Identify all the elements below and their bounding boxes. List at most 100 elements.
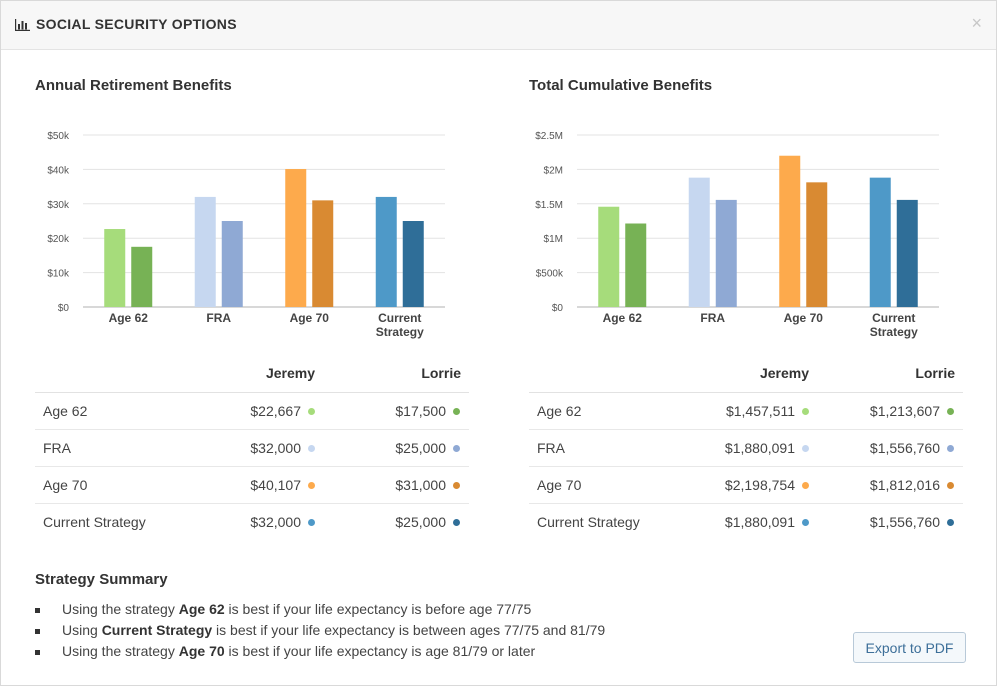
bar-lorrie — [896, 199, 918, 307]
summary-item: Using Current Strategy is best if your l… — [35, 622, 605, 643]
table-row: Age 62 $22,667 $17,500 — [35, 393, 469, 430]
summary-item: Using the strategy Age 70 is best if you… — [35, 643, 605, 664]
jeremy-color-dot — [802, 445, 809, 452]
x-tick-label: Age 62 — [109, 311, 149, 325]
annual-benefits-chart: $0 $10k $20k $30k $40k $50k Age 62 FRA Age 70 Cur… — [47, 131, 445, 339]
x-tick-label: Age 70 — [290, 311, 330, 325]
y-tick-label: $30k — [47, 200, 70, 211]
x-tick-label: Age 62 — [603, 311, 643, 325]
table-row: FRA $1,880,091 $1,556,760 — [529, 430, 963, 467]
lorrie-value: $17,500 — [395, 403, 446, 419]
row-label: Age 62 — [43, 403, 88, 419]
lorrie-value: $1,213,607 — [869, 403, 940, 419]
lorrie-color-dot — [947, 482, 954, 489]
export-to-pdf-button[interactable]: Export to PDF — [853, 632, 966, 663]
jeremy-color-dot — [308, 445, 315, 452]
jeremy-color-dot — [308, 482, 315, 489]
x-tick-label: Strategy — [870, 325, 918, 339]
y-tick-label: $0 — [58, 303, 70, 314]
column-header-jeremy: Jeremy — [759, 365, 809, 381]
bar-jeremy — [375, 196, 397, 307]
table-row: Current Strategy $32,000 $25,000 — [35, 504, 469, 540]
table-header: Jeremy Lorrie — [529, 354, 963, 393]
table-row: Current Strategy $1,880,091 $1,556,760 — [529, 504, 963, 540]
summary-text: Using the strategy — [62, 601, 179, 617]
close-icon[interactable]: × — [971, 13, 982, 33]
summary-item: Using the strategy Age 62 is best if you… — [35, 601, 605, 622]
y-tick-label: $40k — [47, 165, 70, 176]
lorrie-color-dot — [453, 408, 460, 415]
strategy-summary-title: Strategy Summary — [35, 571, 168, 588]
bar-jeremy — [104, 229, 126, 307]
y-tick-label: $1.5M — [535, 200, 563, 211]
jeremy-color-dot — [802, 482, 809, 489]
lorrie-value: $25,000 — [395, 514, 446, 530]
y-tick-label: $20k — [47, 234, 70, 245]
table-row: Age 70 $40,107 $31,000 — [35, 467, 469, 504]
cumulative-benefits-table: Jeremy Lorrie Age 62 $1,457,511 $1,213,607… — [529, 354, 963, 540]
jeremy-color-dot — [802, 519, 809, 526]
table-row: Age 62 $1,457,511 $1,213,607 — [529, 393, 963, 430]
summary-strategy-name: Age 70 — [178, 643, 225, 659]
row-label: Current Strategy — [537, 514, 640, 530]
lorrie-value: $1,556,760 — [869, 514, 940, 530]
annual-chart-title: Annual Retirement Benefits — [35, 77, 232, 94]
lorrie-color-dot — [947, 519, 954, 526]
summary-strategy-name: Current Strategy — [101, 622, 213, 638]
y-tick-label: $1M — [544, 234, 563, 245]
jeremy-value: $1,457,511 — [725, 403, 795, 419]
jeremy-value: $32,000 — [250, 514, 301, 530]
table-row: FRA $32,000 $25,000 — [35, 430, 469, 467]
summary-text: is best if your life expectancy is befor… — [224, 601, 532, 617]
lorrie-value: $31,000 — [395, 477, 446, 493]
bar-lorrie — [715, 199, 737, 307]
row-label: Current Strategy — [43, 514, 146, 530]
column-header-lorrie: Lorrie — [915, 365, 955, 381]
jeremy-color-dot — [802, 408, 809, 415]
table-row: Age 70 $2,198,754 $1,812,016 — [529, 467, 963, 504]
lorrie-value: $25,000 — [395, 440, 446, 456]
column-header-jeremy: Jeremy — [265, 365, 315, 381]
lorrie-color-dot — [453, 482, 460, 489]
x-tick-label: Strategy — [376, 325, 424, 339]
lorrie-color-dot — [453, 519, 460, 526]
bar-lorrie — [806, 182, 828, 307]
lorrie-value: $1,812,016 — [869, 477, 940, 493]
jeremy-value: $22,667 — [250, 403, 301, 419]
bar-lorrie — [221, 221, 243, 307]
bar-jeremy — [688, 177, 710, 307]
jeremy-color-dot — [308, 408, 315, 415]
bullet-icon — [35, 650, 40, 655]
lorrie-color-dot — [947, 408, 954, 415]
cumulative-chart-title: Total Cumulative Benefits — [529, 77, 713, 94]
bar-jeremy — [194, 196, 216, 307]
bullet-icon — [35, 608, 40, 613]
y-tick-label: $2M — [544, 165, 563, 176]
lorrie-value: $1,556,760 — [869, 440, 940, 456]
bar-jeremy — [869, 177, 891, 307]
summary-text: Using — [62, 622, 102, 638]
x-tick-label: Current — [872, 311, 915, 325]
summary-text: is best if your life expectancy is age 8… — [224, 643, 536, 659]
x-tick-label: Age 70 — [784, 311, 824, 325]
row-label: FRA — [537, 440, 565, 456]
row-label: Age 70 — [537, 477, 582, 493]
bar-jeremy — [779, 155, 801, 307]
x-tick-label: Current — [378, 311, 421, 325]
summary-text: Using the strategy — [62, 643, 179, 659]
bullet-icon — [35, 629, 40, 634]
lorrie-color-dot — [947, 445, 954, 452]
summary-text: is best if your life expectancy is betwe… — [212, 622, 606, 638]
y-tick-label: $50k — [47, 131, 70, 142]
bar-lorrie — [131, 246, 153, 307]
row-label: FRA — [43, 440, 71, 456]
x-tick-label: FRA — [700, 311, 725, 325]
jeremy-value: $40,107 — [250, 477, 301, 493]
bar-lorrie — [625, 223, 647, 307]
jeremy-color-dot — [308, 519, 315, 526]
jeremy-value: $2,198,754 — [724, 477, 795, 493]
modal-title: SOCIAL SECURITY OPTIONS — [36, 16, 237, 32]
summary-strategy-name: Age 62 — [178, 601, 225, 617]
strategy-summary-list: Using the strategy Age 62 is best if you… — [35, 601, 605, 664]
bar-jeremy — [285, 169, 307, 307]
